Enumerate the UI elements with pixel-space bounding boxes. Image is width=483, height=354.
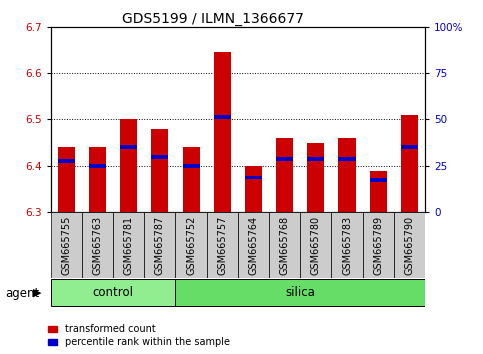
- Bar: [151, 155, 169, 159]
- Bar: [369, 178, 387, 182]
- Text: GSM665789: GSM665789: [373, 216, 383, 275]
- Text: GSM665764: GSM665764: [248, 216, 258, 275]
- Text: GSM665783: GSM665783: [342, 216, 352, 275]
- Text: GSM665787: GSM665787: [155, 216, 165, 275]
- Text: control: control: [93, 286, 134, 299]
- Text: ▶: ▶: [33, 288, 42, 298]
- Bar: [175, 279, 425, 307]
- Bar: [120, 145, 137, 149]
- Bar: [331, 212, 363, 278]
- Bar: [307, 143, 325, 212]
- Bar: [151, 129, 169, 212]
- Bar: [276, 138, 293, 212]
- Text: GSM665752: GSM665752: [186, 216, 196, 275]
- Bar: [144, 212, 175, 278]
- Text: GSM665768: GSM665768: [280, 216, 290, 275]
- Text: agent: agent: [5, 287, 39, 299]
- Bar: [113, 212, 144, 278]
- Bar: [89, 164, 106, 168]
- Bar: [213, 52, 231, 212]
- Bar: [207, 212, 238, 278]
- Bar: [58, 147, 75, 212]
- Bar: [183, 147, 199, 212]
- Bar: [269, 212, 300, 278]
- Text: GSM665781: GSM665781: [124, 216, 134, 275]
- Text: GSM665763: GSM665763: [93, 216, 102, 275]
- Bar: [213, 115, 231, 119]
- Bar: [339, 138, 355, 212]
- Bar: [245, 166, 262, 212]
- Text: GSM665780: GSM665780: [311, 216, 321, 275]
- Bar: [120, 120, 137, 212]
- Text: GSM665757: GSM665757: [217, 216, 227, 275]
- Bar: [339, 157, 355, 161]
- Bar: [183, 164, 199, 168]
- Bar: [51, 279, 175, 307]
- Bar: [394, 212, 425, 278]
- Bar: [238, 212, 269, 278]
- Text: GDS5199 / ILMN_1366677: GDS5199 / ILMN_1366677: [122, 12, 303, 27]
- Bar: [89, 147, 106, 212]
- Legend: transformed count, percentile rank within the sample: transformed count, percentile rank withi…: [48, 325, 230, 347]
- Bar: [307, 157, 325, 161]
- Bar: [369, 171, 387, 212]
- Bar: [401, 115, 418, 212]
- Text: GSM665790: GSM665790: [404, 216, 414, 275]
- Bar: [401, 145, 418, 149]
- Bar: [300, 212, 331, 278]
- Bar: [58, 159, 75, 163]
- Text: GSM665755: GSM665755: [61, 216, 71, 275]
- Bar: [276, 157, 293, 161]
- Bar: [82, 212, 113, 278]
- Bar: [51, 212, 82, 278]
- Text: silica: silica: [285, 286, 315, 299]
- Bar: [245, 176, 262, 179]
- Bar: [363, 212, 394, 278]
- Bar: [175, 212, 207, 278]
